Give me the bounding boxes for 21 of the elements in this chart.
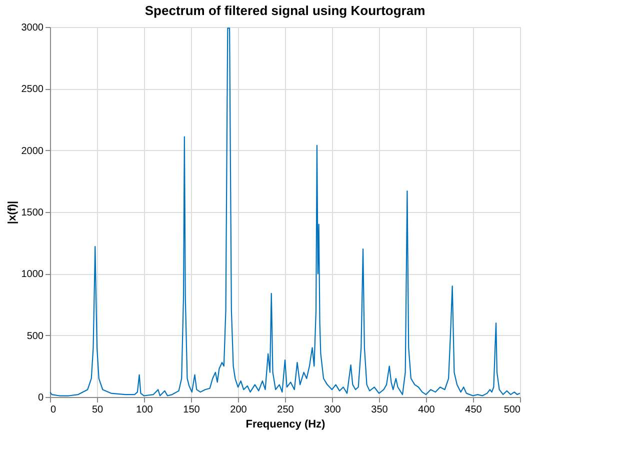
x-tick-label: 200: [230, 404, 248, 416]
y-tick-label: 500: [26, 330, 44, 342]
x-axis-title: Frequency (Hz): [246, 418, 326, 430]
y-tick-label: 1500: [21, 208, 44, 218]
x-tick-label: 300: [324, 404, 342, 416]
x-tick-label: 0: [50, 404, 56, 416]
y-tick-label: 1000: [21, 269, 44, 280]
x-tick-label: 500: [504, 404, 521, 416]
y-tick-label: 3000: [21, 22, 44, 34]
x-tick-label: 450: [465, 404, 482, 416]
x-tick-label: 50: [92, 404, 104, 416]
y-tick-label: 2000: [21, 146, 44, 157]
y-tick-label: 2500: [21, 84, 44, 96]
x-tick-label: 350: [371, 404, 388, 416]
chart-title: Spectrum of filtered signal using Kourtogram: [144, 3, 426, 18]
x-tick-label: 400: [418, 404, 436, 416]
x-tick-label: 250: [277, 404, 294, 416]
x-tick-label: 100: [136, 404, 154, 416]
y-tick-label: 0: [38, 392, 44, 404]
y-axis-title: |x(f)|: [6, 200, 18, 224]
x-tick-label: 150: [183, 404, 200, 416]
